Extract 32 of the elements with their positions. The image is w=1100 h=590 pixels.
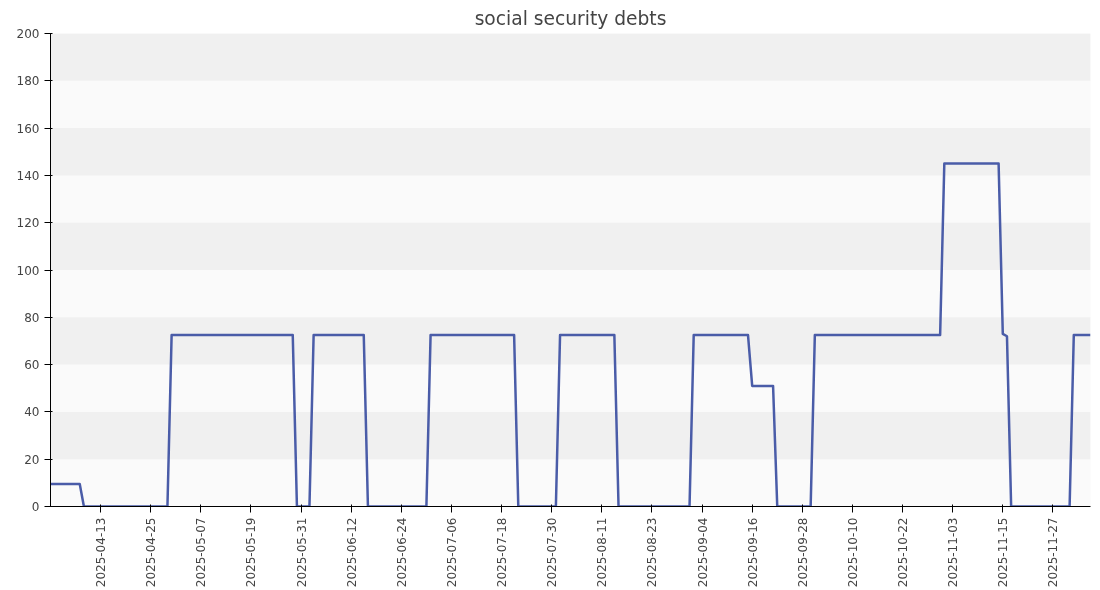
x-tick-label: 2025-08-11 xyxy=(595,517,610,588)
y-tick-label: 120 xyxy=(16,216,40,231)
y-tick-label: 40 xyxy=(24,405,40,420)
y-tick-label: 80 xyxy=(24,310,40,325)
y-tick-label: 160 xyxy=(16,121,40,136)
x-tick-label: 2025-06-24 xyxy=(394,517,409,588)
x-tick-label: 2025-04-13 xyxy=(94,517,109,588)
y-tick-label: 140 xyxy=(16,168,40,183)
chart-title: social security debts xyxy=(474,7,667,29)
y-tick-label: 0 xyxy=(31,500,40,514)
x-tick-label: 2025-09-28 xyxy=(795,517,810,588)
x-tick-label: 2025-09-16 xyxy=(745,517,760,588)
x-tick-label: 2025-07-18 xyxy=(495,517,510,588)
x-tick-label: 2025-04-25 xyxy=(144,517,159,588)
x-tick-label: 2025-09-04 xyxy=(695,517,710,588)
x-tick-label: 2025-10-10 xyxy=(845,517,860,588)
x-tick-label: 2025-11-27 xyxy=(1046,517,1061,588)
x-tick-label: 2025-11-15 xyxy=(996,517,1011,588)
x-tick-label: 2025-05-07 xyxy=(194,517,209,588)
x-tick-label: 2025-07-06 xyxy=(444,517,459,588)
x-tick-label: 2025-07-30 xyxy=(545,517,560,588)
x-tick-label: 2025-06-12 xyxy=(344,517,359,588)
x-tick-label: 2025-05-19 xyxy=(244,517,259,588)
y-tick-label: 200 xyxy=(16,27,40,41)
y-tick-label: 180 xyxy=(16,74,40,89)
y-tick-label: 20 xyxy=(24,452,40,467)
y-tick-label: 60 xyxy=(24,358,40,373)
x-tick-label: 2025-05-31 xyxy=(294,517,309,588)
y-tick-label: 100 xyxy=(16,263,40,278)
x-tick-label: 2025-08-23 xyxy=(645,517,660,588)
x-tick-label: 2025-10-22 xyxy=(896,517,911,588)
x-tick-label: 2025-11-03 xyxy=(946,517,961,588)
